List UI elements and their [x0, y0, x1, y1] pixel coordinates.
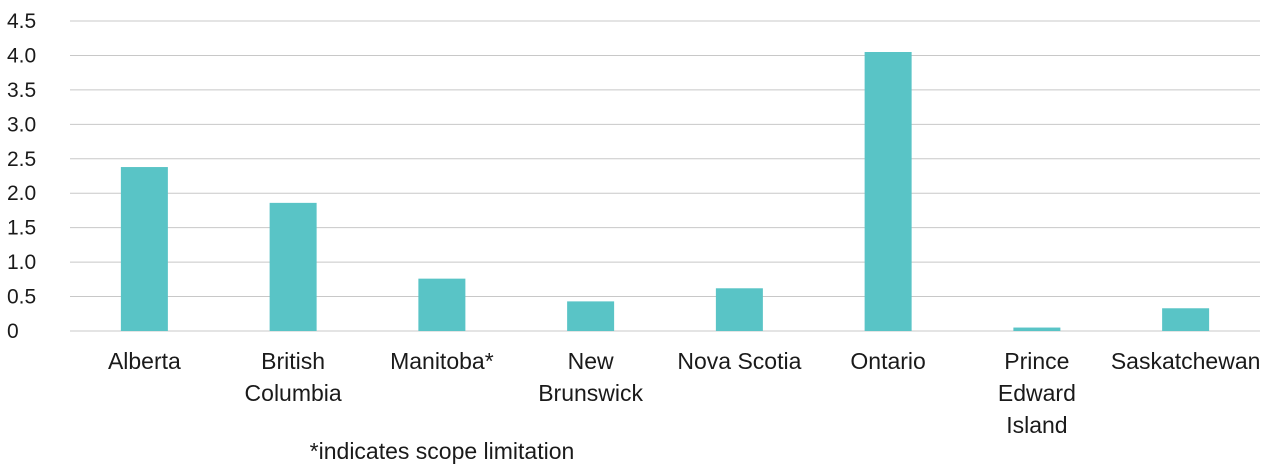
y-tick-label: 3.5 — [7, 79, 36, 102]
y-tick-label: 1.0 — [7, 251, 36, 274]
category-label-line: New — [568, 348, 614, 374]
category-label-line: Island — [1006, 412, 1067, 438]
bar — [715, 288, 763, 331]
bar — [864, 52, 912, 331]
category-label: British Columbia — [245, 348, 342, 406]
x-axis-categories: Alberta British Columbia Manitoba* New Brunsw… — [108, 348, 1260, 438]
bar — [269, 202, 317, 331]
y-tick-label: 1.5 — [7, 217, 36, 240]
bar — [120, 167, 168, 331]
category-label-line: British — [261, 348, 325, 374]
category-label: Ontario — [850, 348, 925, 374]
gridlines — [70, 20, 1260, 332]
category-label-line: Saskatchewan — [1111, 348, 1261, 374]
category-label: Alberta — [108, 348, 181, 374]
category-label: Manitoba* — [390, 348, 494, 374]
bars — [120, 52, 1210, 331]
bar — [1162, 308, 1210, 331]
bar — [567, 301, 615, 331]
category-label: Saskatchewan — [1111, 348, 1261, 374]
y-tick-label: 4.0 — [7, 44, 36, 67]
y-tick-label: 2.5 — [7, 148, 36, 171]
category-label: New Brunswick — [538, 348, 643, 406]
category-label-line: Edward — [998, 380, 1076, 406]
category-label: Nova Scotia — [677, 348, 801, 374]
category-label-line: Columbia — [245, 380, 342, 406]
category-label-line: Ontario — [850, 348, 925, 374]
category-label-line: Prince — [1004, 348, 1069, 374]
category-label-line: Brunswick — [538, 380, 643, 406]
category-label: Prince Edward Island — [998, 348, 1076, 438]
category-label-line: Alberta — [108, 348, 181, 374]
y-tick-label: 2.0 — [7, 182, 36, 205]
y-tick-label: 0 — [7, 320, 19, 343]
category-label-line: Manitoba* — [390, 348, 494, 374]
y-axis-ticks: 0 0.5 1.0 1.5 2.0 2.5 3.0 3.5 4.0 4.5 — [7, 10, 36, 343]
category-label-line: Nova Scotia — [677, 348, 801, 374]
y-tick-label: 4.5 — [7, 10, 36, 33]
footnote: *indicates scope limitation — [309, 438, 575, 464]
y-tick-label: 0.5 — [7, 286, 36, 309]
y-tick-label: 3.0 — [7, 113, 36, 136]
bar — [418, 278, 466, 331]
bar — [1013, 327, 1061, 331]
